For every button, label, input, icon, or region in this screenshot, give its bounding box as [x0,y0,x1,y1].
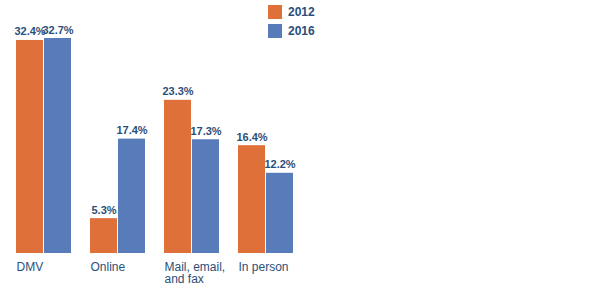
svg-text:5.3%: 5.3% [91,204,116,216]
svg-text:17.3%: 17.3% [190,125,221,137]
svg-text:Mail, email,and fax: Mail, email,and fax [165,260,226,286]
svg-text:32.4%: 32.4% [14,25,45,37]
svg-text:Online: Online [91,260,126,274]
svg-text:16.4%: 16.4% [236,131,267,143]
html-text:2016: 2016 [288,23,315,38]
svg-text:12.2%: 12.2% [264,158,295,170]
svg-text:17.4%: 17.4% [116,124,147,136]
svg-text:In person: In person [239,260,289,274]
svg-text:23.3%: 23.3% [162,85,193,97]
svg-text:32.7%: 32.7% [42,24,73,36]
html-text:2012: 2012 [288,4,315,19]
svg-text:DMV: DMV [17,260,44,274]
